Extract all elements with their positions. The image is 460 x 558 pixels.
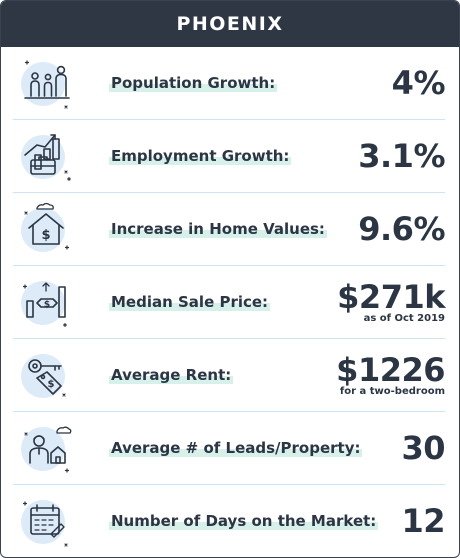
- stat-value-box: 12: [401, 505, 445, 537]
- stat-label: Average # of Leads/Property:: [109, 439, 363, 457]
- stat-row-leads: Average # of Leads/Property: 30: [13, 412, 445, 485]
- stat-label: Number of Days on the Market:: [109, 512, 379, 530]
- stat-label: Employment Growth:: [109, 147, 292, 165]
- stat-value-box: 4%: [391, 64, 446, 102]
- card-title: PHOENIX: [1, 1, 459, 47]
- stats-list: Population Growth: 4%: [1, 47, 459, 557]
- svg-text:$: $: [44, 300, 50, 310]
- stat-value-box: $271k as of Oct 2019: [337, 281, 445, 324]
- stat-row-employment: Employment Growth: 3.1%: [13, 120, 445, 193]
- family-icon: [15, 52, 77, 114]
- stat-note: as of Oct 2019: [363, 312, 445, 324]
- stat-value: 3.1%: [358, 137, 445, 175]
- stat-value-box: 3.1%: [358, 140, 445, 172]
- stat-value: 4%: [391, 64, 446, 102]
- stat-value: $1226: [336, 350, 445, 389]
- house-dollar-icon: $: [15, 198, 77, 260]
- stat-label: Population Growth:: [109, 74, 278, 92]
- stat-row-home-values: $ Increase in Home Values: 9.6%: [13, 193, 445, 266]
- stat-row-days-on-market: Number of Days on the Market: 12: [13, 485, 445, 557]
- stat-value-box: 30: [401, 432, 445, 464]
- calendar-icon: [15, 490, 77, 552]
- stat-value: 9.6%: [358, 210, 445, 248]
- stat-row-population: Population Growth: 4%: [13, 47, 446, 120]
- stat-note: for a two-bedroom: [339, 385, 445, 397]
- price-bars-icon: $: [15, 271, 77, 333]
- stat-value: $271k: [337, 277, 445, 316]
- stat-value-box: $1226 for a two-bedroom: [336, 354, 445, 397]
- stat-value: 12: [401, 502, 445, 540]
- svg-text:$: $: [41, 228, 50, 243]
- key-tag-icon: $: [15, 344, 77, 406]
- stat-value-box: 9.6%: [358, 213, 445, 245]
- stat-row-median-price: $ Median Sale Price: $271k as of Oct 201…: [13, 266, 445, 339]
- svg-text:$: $: [48, 379, 55, 390]
- stat-value: 30: [401, 429, 445, 467]
- person-house-icon: [15, 417, 77, 479]
- stat-label: Median Sale Price:: [109, 293, 271, 311]
- briefcase-chart-icon: [15, 125, 77, 187]
- stat-row-rent: $ Average Rent: $1226 for a two-bedroom: [13, 339, 445, 412]
- stat-label: Average Rent:: [109, 366, 234, 384]
- stat-label: Increase in Home Values:: [109, 220, 327, 238]
